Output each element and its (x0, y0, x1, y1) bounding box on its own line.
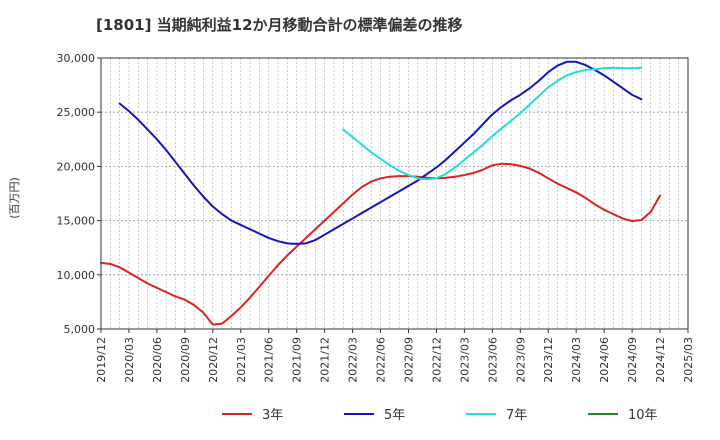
series-layer (100, 60, 662, 326)
x-tick-label-7: 2021/09 (291, 337, 304, 383)
chart-title: [1801] 当期純利益12か月移動合計の標準偏差の推移 (96, 16, 463, 34)
y-axis-label: (百万円) (8, 177, 21, 219)
series-line-1 (118, 60, 643, 245)
x-tick-label-10: 2022/06 (375, 337, 388, 383)
x-tick-label-16: 2023/12 (542, 337, 555, 383)
y-tick-label-1: 10,000 (57, 269, 96, 282)
x-tick-label-1: 2020/03 (123, 337, 136, 383)
x-tick-label-4: 2020/12 (207, 337, 220, 383)
x-tick-label-3: 2020/09 (179, 337, 192, 383)
x-tick-label-9: 2022/03 (347, 337, 360, 383)
legend-label-2: 7年 (506, 408, 527, 423)
x-tick-label-0: 2019/12 (95, 337, 108, 383)
legend-label-3: 10年 (628, 408, 658, 423)
x-tick-label-18: 2024/06 (598, 337, 611, 383)
x-tick-label-8: 2021/12 (319, 337, 332, 383)
x-tick-label-20: 2024/12 (654, 337, 667, 383)
y-tick-label-4: 25,000 (57, 106, 96, 119)
legend-label-1: 5年 (384, 408, 405, 423)
y-tick-label-0: 5,000 (64, 323, 96, 336)
axes (100, 57, 689, 330)
legend: 3年 5年 7年 10年 (222, 408, 658, 423)
x-tick-label-6: 2021/06 (263, 337, 276, 383)
y-tick-label-3: 20,000 (57, 160, 96, 173)
x-tick-label-19: 2024/09 (626, 337, 639, 383)
y-tick-label-5: 30,000 (57, 52, 96, 65)
grid (100, 57, 689, 330)
plot-frame (100, 57, 689, 330)
x-tick-label-5: 2021/03 (235, 337, 248, 383)
series-line-0 (100, 162, 662, 326)
x-tick-label-13: 2023/03 (458, 337, 471, 383)
legend-label-0: 3年 (262, 408, 283, 423)
x-tick-label-21: 2025/03 (682, 337, 695, 383)
x-tick-label-12: 2022/12 (430, 337, 443, 383)
series-line-2 (342, 66, 643, 181)
x-tick-label-15: 2023/09 (514, 337, 527, 383)
x-tick-label-14: 2023/06 (486, 337, 499, 383)
x-tick-labels: 2019/12 2020/03 2020/06 2020/09 2020/12 2021/… (95, 329, 695, 383)
x-tick-label-2: 2020/06 (151, 337, 164, 383)
x-tick-label-11: 2022/09 (402, 337, 415, 383)
y-tick-labels: 5,000 10,000 15,000 20,000 25,000 30,000 (57, 52, 101, 336)
x-tick-label-17: 2024/03 (570, 337, 583, 383)
y-tick-label-2: 15,000 (57, 215, 96, 228)
